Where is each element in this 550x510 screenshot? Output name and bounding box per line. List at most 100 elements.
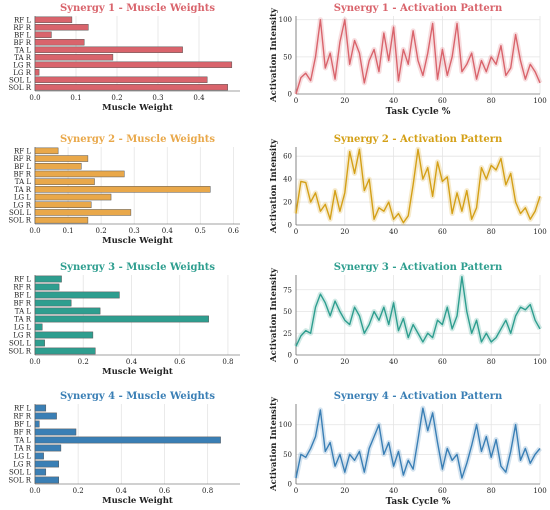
chart-title: Synergy 1 - Muscle Weights: [60, 3, 215, 14]
x-tick-label: 0.2: [78, 358, 89, 366]
x-tick-label: 0.0: [29, 227, 40, 235]
category-label: SOL R: [8, 477, 31, 485]
category-label: SOL L: [9, 469, 31, 477]
x-axis-label: Task Cycle %: [386, 107, 451, 117]
x-tick-label: 80: [487, 487, 496, 495]
x-tick-label: 20: [340, 487, 349, 495]
category-label: SOL L: [9, 340, 31, 348]
bar: [34, 331, 94, 339]
y-tick-label: 20: [283, 199, 292, 207]
x-tick-label: 20: [340, 97, 349, 105]
x-tick-label: 40: [389, 487, 398, 495]
category-label: BF L: [14, 421, 31, 429]
category-label: TA L: [15, 46, 32, 54]
x-tick-label: 0: [294, 228, 298, 236]
category-label: BF R: [14, 39, 32, 47]
bar: [34, 24, 89, 31]
bar: [34, 84, 228, 91]
bar: [34, 291, 120, 299]
y-tick-label: 0: [288, 481, 292, 489]
bar: [34, 452, 44, 460]
x-tick-label: 40: [389, 358, 398, 366]
x-tick-label: 100: [533, 358, 546, 366]
bar: [34, 283, 60, 291]
bar: [34, 54, 114, 61]
category-label: RF R: [13, 24, 31, 32]
category-label: BF R: [14, 429, 32, 437]
x-tick-label: 20: [340, 358, 349, 366]
y-axis-label: Activation Intensity: [269, 7, 279, 103]
category-label: RF L: [14, 276, 31, 284]
x-tick-label: 0.8: [222, 358, 233, 366]
x-tick-label: 0.4: [116, 487, 128, 495]
bar: [34, 170, 125, 178]
x-tick-label: 0.1: [70, 94, 81, 102]
line-chart-1: 0 20 40 60 80 100 0 50 100 Synergy 1 - Activation…: [269, 3, 547, 117]
x-tick-label: 0: [294, 97, 298, 105]
series-glow: [293, 146, 543, 226]
series-line: [295, 407, 541, 479]
x-axis-label: Muscle Weight: [102, 236, 173, 246]
bar: [34, 155, 89, 162]
y-tick-label: 0: [288, 222, 292, 230]
y-tick-label: 0: [288, 352, 292, 360]
chart-title: Synergy 3 - Activation Pattern: [334, 262, 503, 273]
x-tick-label: 0: [294, 358, 298, 366]
category-label: TA R: [14, 186, 32, 194]
x-tick-label: 0.5: [195, 227, 206, 235]
bar: [34, 39, 85, 46]
bar: [34, 147, 59, 155]
category-label: RF L: [14, 16, 31, 24]
x-tick-label: 0.6: [228, 227, 240, 235]
y-tick-label: 50: [283, 53, 292, 61]
bar: [34, 193, 112, 201]
bar: [34, 315, 209, 323]
bar: [34, 186, 211, 193]
x-tick-label: 0.6: [174, 358, 186, 366]
category-label: LG R: [13, 61, 31, 69]
category-label: SOL R: [8, 84, 31, 92]
chart-title: Synergy 4 - Activation Pattern: [334, 391, 503, 402]
bar: [34, 201, 92, 209]
category-label: LG R: [13, 69, 31, 77]
x-tick-label: 0.2: [111, 94, 122, 102]
x-tick-label: 100: [533, 97, 546, 105]
category-label: BF R: [14, 300, 32, 308]
bar: [34, 209, 132, 216]
category-label: SOL L: [9, 209, 31, 217]
x-tick-label: 0.2: [73, 487, 84, 495]
category-label: TA R: [14, 54, 32, 62]
category-label: SOL R: [8, 217, 31, 225]
bar: [34, 61, 233, 68]
x-tick-label: 60: [438, 487, 447, 495]
x-tick-label: 80: [487, 358, 496, 366]
bar: [34, 420, 40, 428]
bar: [34, 404, 47, 412]
x-tick-label: 0.6: [159, 487, 171, 495]
category-label: RF L: [14, 147, 31, 155]
bar: [34, 444, 62, 452]
bar: [34, 76, 208, 83]
x-tick-label: 0.4: [162, 227, 174, 235]
bar-chart-4: 0.0 0.2 0.4 0.6 0.8RF LRF RBF LBF RTA LTA RL…: [8, 391, 240, 506]
y-axis-label: Activation Intensity: [269, 267, 279, 363]
bar: [34, 460, 59, 468]
x-axis-label: Muscle Weight: [102, 496, 173, 506]
y-tick-label: 60: [283, 153, 292, 161]
chart-title: Synergy 2 - Muscle Weights: [60, 134, 215, 145]
x-tick-label: 0: [294, 487, 298, 495]
series-line: [295, 276, 541, 347]
x-tick-label: 0.1: [62, 227, 73, 235]
line-chart-2: 0 20 40 60 80 100 0 20 40 60 Synergy 2 - Activatio…: [269, 134, 547, 236]
x-tick-label: 0.0: [29, 487, 40, 495]
category-label: RF R: [13, 155, 31, 163]
category-label: LG R: [13, 332, 31, 340]
x-tick-label: 100: [533, 228, 546, 236]
x-tick-label: 0.4: [193, 94, 205, 102]
category-label: TA L: [15, 178, 32, 186]
x-tick-label: 40: [389, 97, 398, 105]
x-tick-label: 0.3: [129, 227, 140, 235]
bar-chart-2: 0.0 0.1 0.2 0.3 0.4 0.5 0.6RF LRF RBF LBF RTA …: [8, 134, 240, 246]
y-tick-label: 100: [279, 421, 292, 429]
